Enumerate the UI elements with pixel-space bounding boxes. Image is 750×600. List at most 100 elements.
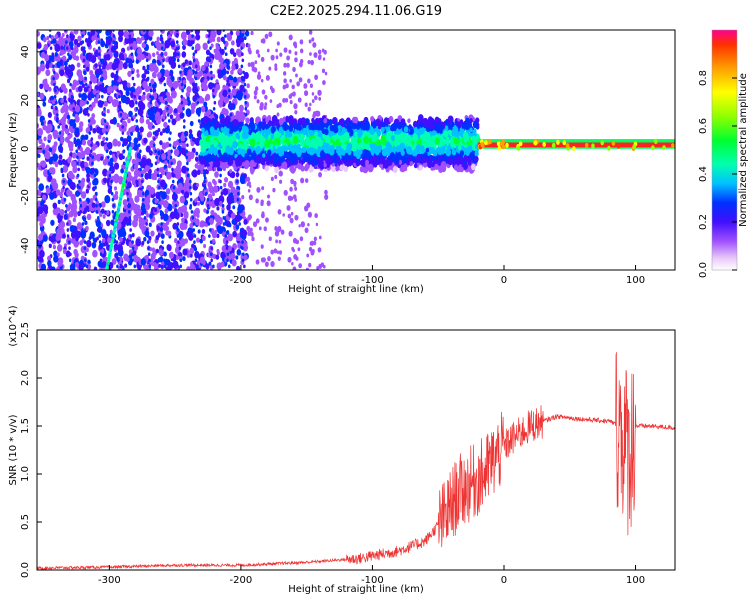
spectrogram-cell [153,263,160,270]
spectrogram-cell [71,202,78,212]
spectrogram-cell [289,186,293,192]
spectrogram-cell [118,35,123,43]
spectrogram-cell [139,149,142,154]
spectrogram-cell [197,113,201,117]
spectrogram-cell [230,186,236,195]
spectrogram-cell [241,194,245,200]
spectrogram-cell [105,125,109,129]
spectrogram-cell [81,228,84,232]
spectrogram-cell [200,170,204,175]
spectrogram-cell [139,167,142,172]
spectrogram-cell [235,255,239,260]
spectrogram-cell [167,230,172,237]
spectrogram-cell [37,162,40,167]
spectrogram-cell [213,100,217,105]
spectrogram-cell [137,100,144,109]
spectrogram-cell [182,125,186,129]
spectrogram-cell [269,85,273,90]
spectrogram-cell [269,99,273,103]
spectrogram-cell [101,94,104,99]
spectrogram-cell [270,54,275,61]
spectrogram-cell [131,158,136,165]
spectrogram-cell [207,216,210,220]
spectrogram-cell [219,200,223,206]
spectrogram-cell [237,67,243,74]
spectrogram-cell [159,140,163,146]
spectrogram-cell [128,209,131,214]
spectrogram-cell [237,191,240,196]
spectrogram-cell [84,252,88,257]
spectrogram-cell [81,40,85,44]
spectrogram-cell [246,93,250,99]
spectrogram-cell [121,131,125,135]
spectrogram-cell [52,38,57,44]
spectrogram-cell [68,54,73,61]
spectrogram-cell [72,113,75,117]
spectrogram-cell [182,256,186,262]
spectrogram-cell [181,217,185,223]
spectrogram-cell [81,83,86,88]
spectrogram-cell [224,234,228,238]
spectrogram-cell [159,131,163,136]
spectrogram-cell [195,151,199,156]
spectrogram-cell [170,149,173,154]
spectrogram-cell [104,125,110,134]
spectrogram-cell [131,240,134,244]
spectrogram-cell [95,72,100,79]
spectrogram-cell [292,66,296,73]
spectrogram-cell [238,203,241,208]
spectrogram-cell [152,125,155,129]
spectrogram-cell [179,222,186,231]
spectrogram-cell [124,36,130,45]
spectrogram-cell [87,94,90,99]
spectrogram-cell [164,88,168,93]
spectrogram-cell [120,94,127,104]
spectrogram-cell [243,88,246,93]
spectrogram-cell [248,49,252,55]
spectrogram-cell [213,113,217,117]
spectrogram-cell [72,119,76,123]
spectrogram-cell [223,62,227,68]
spectrogram-cell [121,125,124,129]
spectrogram-cell [229,106,233,111]
spectrogram-cell [324,194,329,201]
spectrogram-cell [142,73,147,79]
spectrogram-cell [48,243,52,249]
spectrogram-cell [243,94,247,99]
spectrogram-cell [63,113,68,120]
spectrogram-cell [161,109,167,117]
spectrogram-cell [172,140,178,148]
spectrogram-cell [257,53,261,58]
spectrogram-cell [57,199,61,205]
spectrogram-cell [288,49,292,54]
spectrogram-cell [67,139,71,145]
spectrogram-cell [178,252,181,257]
spectrogram-cell [239,176,246,185]
spectrogram-cell [159,173,163,179]
spectrogram-cell [223,40,226,44]
spectrogram-cell [62,248,67,255]
spectrogram-cell [136,125,139,129]
spectrogram-cell [216,248,220,254]
spectrogram-cell [148,30,154,38]
spectrogram-cell [75,258,78,263]
spectrogram-cell [94,185,97,190]
spectrogram-cell [231,64,236,71]
spectrogram-cell [83,150,87,155]
spectrogram-cell [152,119,155,123]
spectrogram-cell [186,99,191,106]
spectrogram-cell [293,103,298,110]
spectrogram-cell [167,119,171,123]
spectrogram-cell [105,38,112,46]
spectrogram-cell [135,179,139,185]
spectrogram-cell [210,246,213,251]
spectrogram-cell [175,40,179,44]
spectrogram-cell [111,258,117,265]
spectrogram-cell [170,90,177,99]
spectrogram-cell [97,134,102,140]
spectrogram-cell [39,221,44,227]
spectrogram-cell [129,228,132,232]
spectrogram-cell [45,187,51,195]
spectrogram-cell [226,252,230,257]
spectrogram-cell [57,137,61,141]
